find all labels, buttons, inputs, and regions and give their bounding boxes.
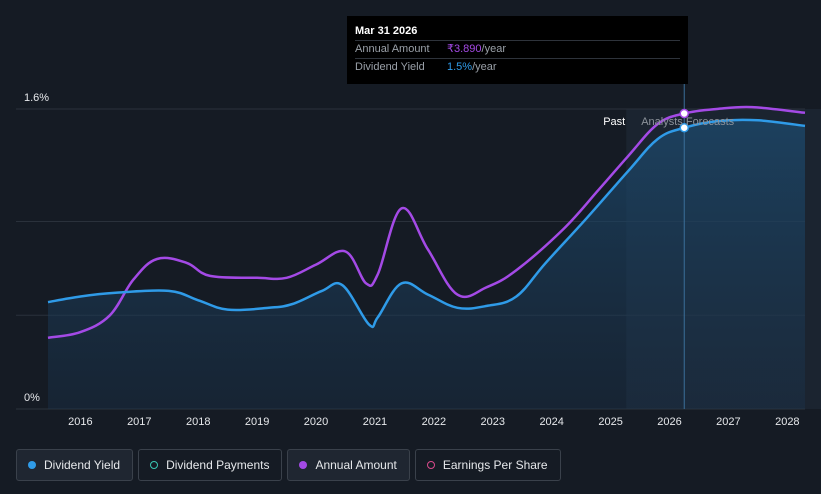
dividend-yield-line: [47, 118, 806, 329]
tooltip-value: ₹3.890: [447, 43, 482, 55]
filled-dot-icon: [299, 461, 308, 469]
annual-amount-marker[interactable]: [679, 108, 689, 119]
filled-dot-icon: [28, 461, 36, 469]
legend-label: Dividend Payments: [166, 458, 270, 472]
legend: Dividend Yield Dividend Payments Annual …: [16, 449, 561, 481]
y-tick-label-top: 1.6%: [24, 92, 49, 104]
x-tick-label: 2027: [716, 416, 740, 428]
y-tick-label-bottom: 0%: [24, 392, 40, 404]
ring-dot-icon: [150, 461, 159, 469]
forecast-label: Analysts Forecasts: [641, 116, 734, 128]
tooltip: Mar 31 2026 Annual Amount ₹3.890 /year D…: [347, 16, 688, 84]
x-axis-ticks: 2016 2017 2018 2019 2020 2021 2022 2023 2024 2025…: [68, 416, 799, 428]
ring-dot-icon: [426, 461, 435, 469]
x-tick-label: 2026: [657, 416, 681, 428]
tooltip-row-dividend-yield: Dividend Yield 1.5% /year: [355, 58, 680, 76]
tooltip-date: Mar 31 2026: [355, 25, 418, 37]
legend-annual-amount[interactable]: Annual Amount: [287, 449, 410, 481]
legend-label: Dividend Yield: [44, 458, 121, 472]
tooltip-row-annual-amount: Annual Amount ₹3.890 /year: [355, 40, 680, 58]
x-tick-label: 2022: [422, 416, 446, 428]
x-tick-label: 2023: [481, 416, 505, 428]
tooltip-key: Dividend Yield: [355, 61, 425, 73]
legend-earnings-per-share[interactable]: Earnings Per Share: [414, 449, 561, 481]
legend-label: Annual Amount: [315, 458, 397, 472]
x-tick-label: 2020: [304, 416, 328, 428]
dividend-yield-marker[interactable]: [679, 123, 689, 133]
tooltip-key: Annual Amount: [355, 43, 430, 55]
x-tick-label: 2025: [598, 416, 622, 428]
tooltip-unit: /year: [472, 61, 497, 73]
annual-amount-line: [47, 105, 806, 340]
tooltip-value: 1.5%: [447, 61, 473, 73]
legend-dividend-yield[interactable]: Dividend Yield: [16, 449, 134, 481]
x-tick-label: 2019: [245, 416, 269, 428]
tooltip-unit: /year: [481, 43, 506, 55]
legend-label: Earnings Per Share: [442, 458, 548, 472]
dividend-yield-area: [48, 119, 805, 409]
x-tick-label: 2017: [127, 416, 151, 428]
x-tick-label: 2024: [539, 416, 563, 428]
x-tick-label: 2018: [186, 416, 210, 428]
legend-dividend-payments[interactable]: Dividend Payments: [138, 449, 283, 481]
past-label: Past: [603, 116, 625, 128]
x-tick-label: 2028: [775, 416, 799, 428]
x-tick-label: 2021: [363, 416, 387, 428]
x-tick-label: 2016: [68, 416, 92, 428]
